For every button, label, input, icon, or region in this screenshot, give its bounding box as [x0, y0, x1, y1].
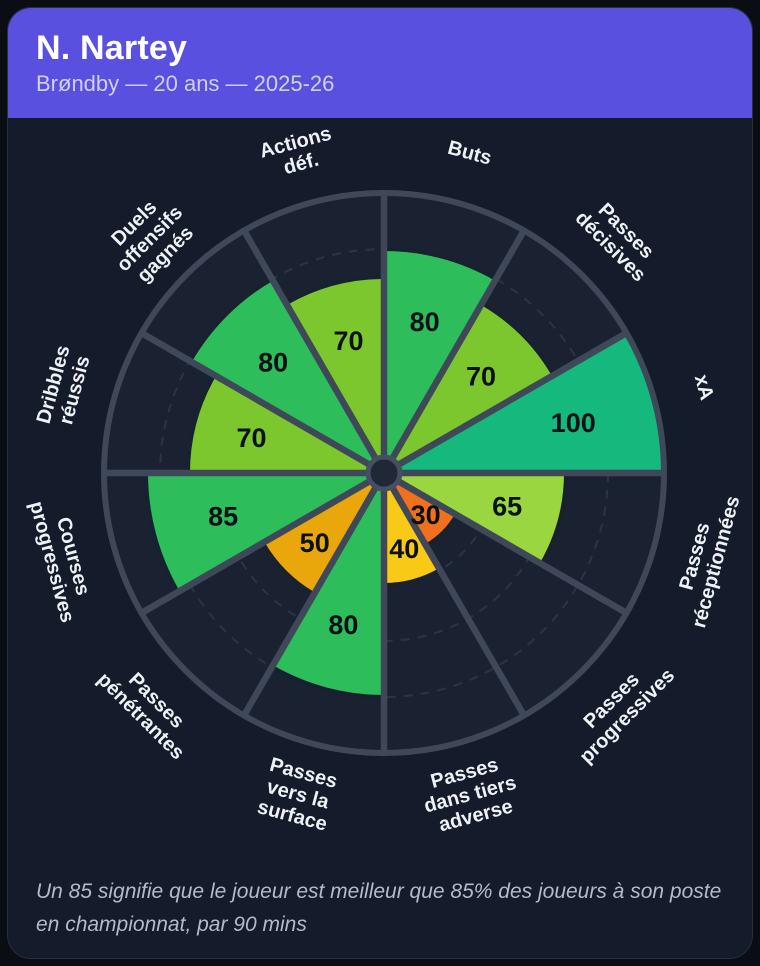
category-label-courses-progressives: Coursesprogressives — [25, 493, 100, 625]
category-label-xa: xA — [690, 372, 718, 402]
spoke-30 — [381, 228, 527, 475]
value-label-duels-offensifs-gagnes: 80 — [258, 348, 288, 378]
spoke-330 — [241, 228, 387, 475]
player-header: N. Nartey Brøndby — 20 ans — 2025-26 — [8, 8, 752, 118]
slice-passes-vers-la-surface — [270, 471, 386, 699]
value-label-passes-receptionnees: 65 — [492, 492, 522, 522]
value-label-passes-dans-tiers-adverse: 40 — [389, 534, 419, 564]
spoke-60 — [382, 330, 629, 476]
slice-duels-offensifs-gagnes — [188, 277, 386, 475]
pizza-chart-svg: 808070100653040805085708070ButsPassesdéc… — [25, 123, 745, 839]
category-label-actions-def: Actionsdéf. — [257, 123, 339, 184]
slice-courses-progressives — [144, 471, 386, 594]
category-label-line: xA — [690, 372, 718, 402]
value-label-passes-decisives: 70 — [466, 362, 496, 392]
pizza-chart: 808070100653040805085708070ButsPassesdéc… — [8, 8, 752, 958]
value-label-buts: 80 — [410, 307, 440, 337]
spoke-150 — [381, 471, 527, 718]
spoke-120 — [382, 470, 629, 616]
value-label-passes-progressives: 30 — [411, 500, 441, 530]
category-label-passes-decisives: Passesdécisives — [571, 192, 666, 287]
category-label-passes-vers-la-surface: Passesvers lasurface — [255, 754, 341, 836]
category-label-line: Buts — [445, 137, 494, 170]
center-hub — [365, 454, 403, 492]
value-label-passes-penetrantes: 50 — [300, 528, 330, 558]
player-meta: Brøndby — 20 ans — 2025-26 — [36, 71, 335, 97]
value-label-courses-progressives: 85 — [208, 502, 238, 532]
player-name: N. Nartey — [36, 29, 188, 67]
value-label-dribbles-reussis: 70 — [236, 423, 266, 453]
outer-ring — [101, 190, 667, 756]
category-label-passes-dans-tiers-adverse: Passesdans tiersadverse — [416, 751, 524, 839]
spoke-300 — [139, 330, 386, 476]
spoke-210 — [241, 471, 387, 718]
spoke-240 — [139, 470, 386, 616]
percentile-footnote: Un 85 signifie que le joueur est meilleu… — [36, 879, 722, 937]
category-label-dribbles-reussis: Dribblesréussis — [33, 343, 96, 432]
value-label-actions-def: 70 — [333, 326, 363, 356]
value-label-passes-vers-la-surface: 80 — [328, 610, 358, 640]
slice-buts — [382, 247, 498, 475]
player-pizza-card: N. Nartey Brøndby — 20 ans — 2025-26 80 8… — [7, 7, 753, 959]
value-label-xa: 100 — [551, 408, 596, 438]
category-label-passes-receptionnees: Passesréceptionnées — [667, 488, 745, 630]
category-label-buts: Buts — [445, 137, 494, 170]
